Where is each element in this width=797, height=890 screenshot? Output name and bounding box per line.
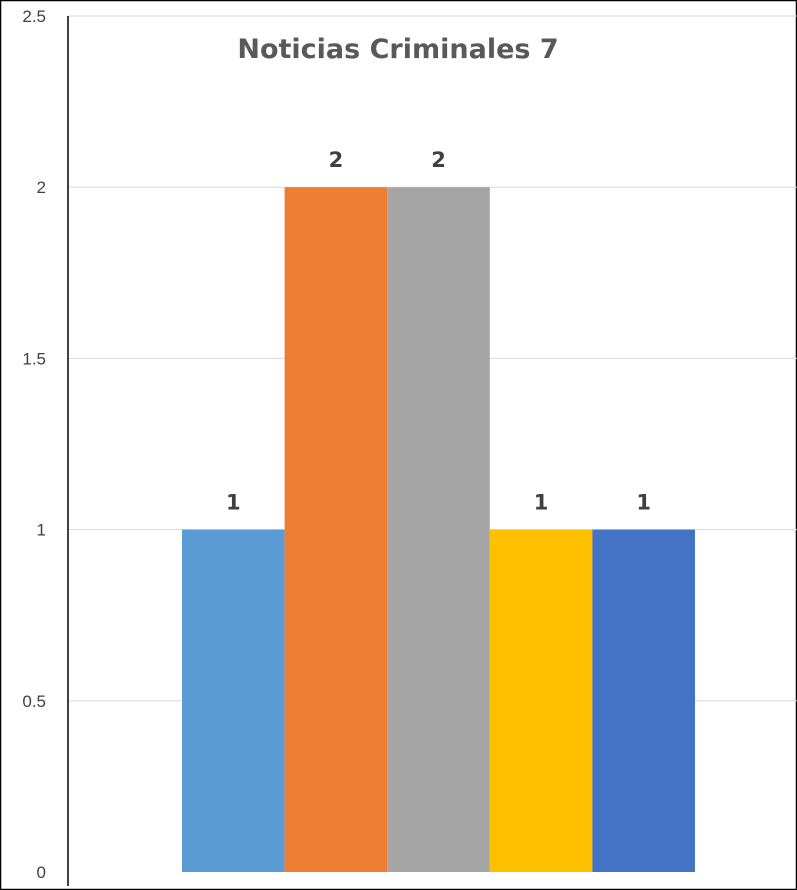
data-label: 1 (534, 491, 549, 515)
bars (182, 187, 695, 872)
y-tick-label: 2.5 (22, 7, 46, 26)
y-tick-label: 1 (37, 521, 46, 540)
data-labels: 1 2 2 1 1 (226, 148, 651, 514)
y-tick-label: 1.5 (22, 349, 46, 368)
data-label: 1 (636, 491, 651, 515)
bar (592, 529, 695, 872)
bar (489, 529, 593, 872)
bar (284, 187, 388, 872)
data-label: 2 (431, 148, 446, 172)
data-label: 1 (226, 491, 241, 515)
chart-title: Noticias Criminales 7 (237, 34, 558, 65)
y-axis-tick-labels: 0 0.5 1 1.5 2 2.5 (22, 7, 46, 882)
y-tick-label: 0.5 (22, 692, 46, 711)
bar (182, 529, 285, 872)
y-tick-label: 2 (37, 178, 46, 197)
bar (387, 187, 490, 872)
data-label: 2 (329, 148, 344, 172)
y-tick-label: 0 (37, 863, 46, 882)
